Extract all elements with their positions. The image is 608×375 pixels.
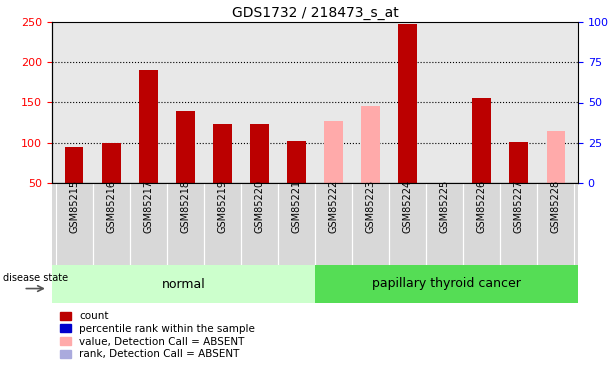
Bar	[398, 24, 417, 183]
Bar	[547, 132, 565, 183]
Bar	[139, 70, 157, 183]
Legend: count, percentile rank within the sample, value, Detection Call = ABSENT, rank, : count, percentile rank within the sample…	[57, 308, 258, 362]
Text: papillary thyroid cancer: papillary thyroid cancer	[372, 278, 521, 291]
Bar	[65, 147, 83, 183]
FancyBboxPatch shape	[315, 265, 578, 303]
Bar	[176, 111, 195, 183]
Bar	[324, 121, 343, 183]
Bar	[472, 98, 491, 183]
Bar	[361, 106, 380, 183]
Text: disease state: disease state	[2, 273, 67, 283]
Bar	[510, 142, 528, 183]
FancyBboxPatch shape	[52, 265, 315, 303]
Text: normal: normal	[162, 278, 206, 291]
Bar	[102, 143, 120, 183]
Title: GDS1732 / 218473_s_at: GDS1732 / 218473_s_at	[232, 6, 398, 20]
Bar	[250, 124, 269, 183]
Bar	[213, 124, 232, 183]
Bar	[287, 141, 306, 183]
